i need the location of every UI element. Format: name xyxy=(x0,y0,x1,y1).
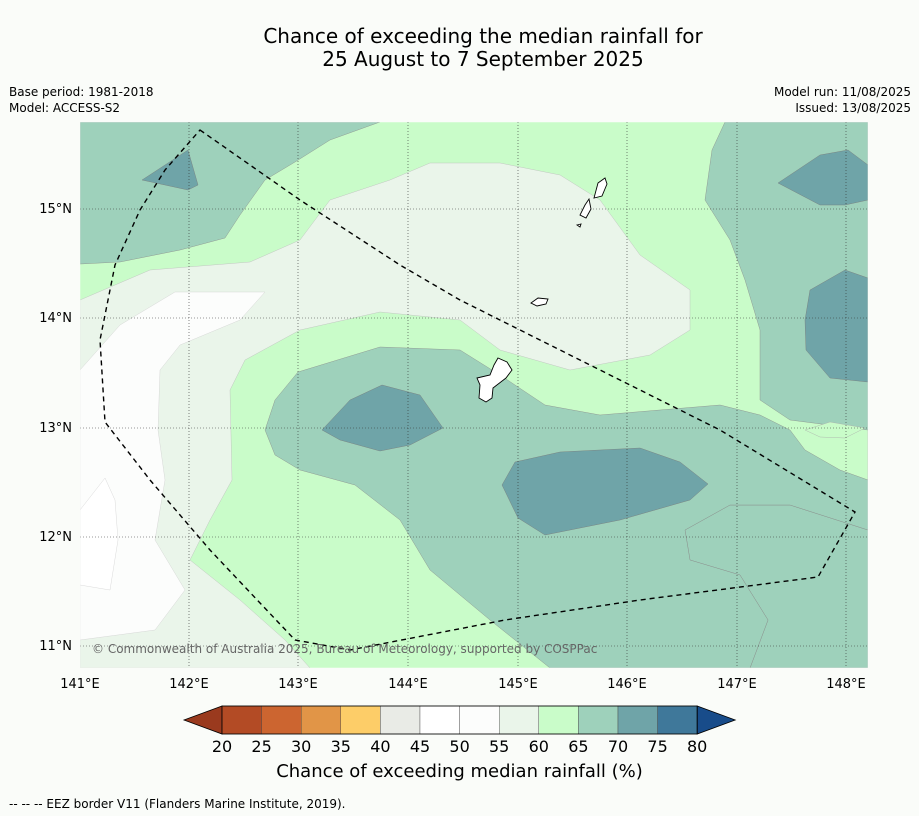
colorbar-swatch xyxy=(301,705,342,735)
lon-label: 148°E xyxy=(826,677,866,692)
aguijan-island xyxy=(575,223,582,228)
saipan-island xyxy=(593,177,608,199)
colorbar-swatch xyxy=(538,705,579,735)
issued-text: Issued: 13/08/2025 xyxy=(795,101,911,115)
band-60-65-east-patch xyxy=(804,421,866,439)
eez-legend-note: -- -- -- EEZ border V11 (Flanders Marine… xyxy=(9,797,346,811)
band-65-70-nw xyxy=(80,122,381,265)
colorbar-tick-label: 30 xyxy=(291,737,312,756)
model-text: Model: ACCESS-S2 xyxy=(9,101,121,115)
graticule xyxy=(80,122,868,668)
colorbar-swatch xyxy=(657,705,698,735)
lat-label: 14°N xyxy=(39,311,72,326)
lat-label: 11°N xyxy=(39,639,72,654)
lon-label: 147°E xyxy=(717,677,757,692)
eez-border xyxy=(99,129,856,651)
colorbar-tick-label: 55 xyxy=(489,737,510,756)
colorbar-tick-label: 80 xyxy=(687,737,708,756)
model-run-text: Model run: 11/08/2025 xyxy=(773,85,911,99)
colorbar-tick-label: 75 xyxy=(647,737,668,756)
colorbar-outline xyxy=(221,705,698,735)
colorbar-tick-label: 45 xyxy=(409,737,431,756)
lat-label: 13°N xyxy=(39,421,72,436)
colorbar-extend-high xyxy=(696,705,737,735)
lon-label: 146°E xyxy=(607,677,647,692)
islands xyxy=(476,177,608,403)
colorbar-swatch xyxy=(380,705,421,735)
colorbar-swatch xyxy=(578,705,619,735)
band-70-75-east xyxy=(804,269,868,383)
meta-left: Base period: 1981-2018 Model: ACCESS-S2 xyxy=(9,84,154,116)
lon-label: 143°E xyxy=(278,677,318,692)
colorbar xyxy=(182,705,737,735)
meta-right: Model run: 11/08/2025 Issued: 13/08/2025 xyxy=(774,84,911,116)
colorbar-swatch xyxy=(221,705,262,735)
tinian-island xyxy=(579,197,592,219)
band-70-75-south xyxy=(501,447,709,536)
lon-label: 142°E xyxy=(169,677,209,692)
lat-label: 12°N xyxy=(39,530,72,545)
copyright-text: © Commonwealth of Australia 2025, Bureau… xyxy=(92,642,597,656)
band-45-50-west xyxy=(80,477,119,591)
rota-island xyxy=(530,297,549,307)
colorbar-swatch xyxy=(459,705,500,735)
colorbar-swatch xyxy=(419,705,460,735)
colorbar-extend-low xyxy=(182,705,223,735)
lon-label: 141°E xyxy=(60,677,100,692)
colorbar-tick-label: 35 xyxy=(330,737,351,756)
contour-fills xyxy=(80,122,868,668)
colorbar-tick-label: 70 xyxy=(607,737,629,756)
colorbar-swatch xyxy=(340,705,381,735)
colorbar-label: Chance of exceeding median rainfall (%) xyxy=(276,761,643,782)
band-70-75-ne xyxy=(777,149,868,206)
map-frame xyxy=(79,121,869,669)
map-title-line2: 25 August to 7 September 2025 xyxy=(322,47,644,71)
colorbar-tick-label: 25 xyxy=(251,737,272,756)
colorbar-tick-label: 60 xyxy=(528,737,549,756)
colorbar-swatch xyxy=(499,705,540,735)
lon-label: 144°E xyxy=(388,677,428,692)
colorbar-swatch xyxy=(261,705,302,735)
base-period-text: Base period: 1981-2018 xyxy=(9,85,154,99)
band-70-75-nw xyxy=(141,149,199,191)
guam-island xyxy=(476,357,513,403)
map-title-line1: Chance of exceeding the median rainfall … xyxy=(263,24,703,48)
colorbar-tick-label: 20 xyxy=(211,737,233,756)
band-50-55 xyxy=(80,291,266,641)
lat-label: 15°N xyxy=(39,202,72,217)
axis-labels: 141°E 142°E 143°E 144°E 145°E 146°E 147°… xyxy=(39,202,866,692)
colorbar-swatch xyxy=(617,705,658,735)
band-55-60 xyxy=(80,162,691,668)
colorbar-tick-label: 65 xyxy=(568,737,589,756)
colorbar-tick-label: 40 xyxy=(370,737,391,756)
lon-label: 145°E xyxy=(498,677,538,692)
colorbar-tick-label: 50 xyxy=(449,737,470,756)
